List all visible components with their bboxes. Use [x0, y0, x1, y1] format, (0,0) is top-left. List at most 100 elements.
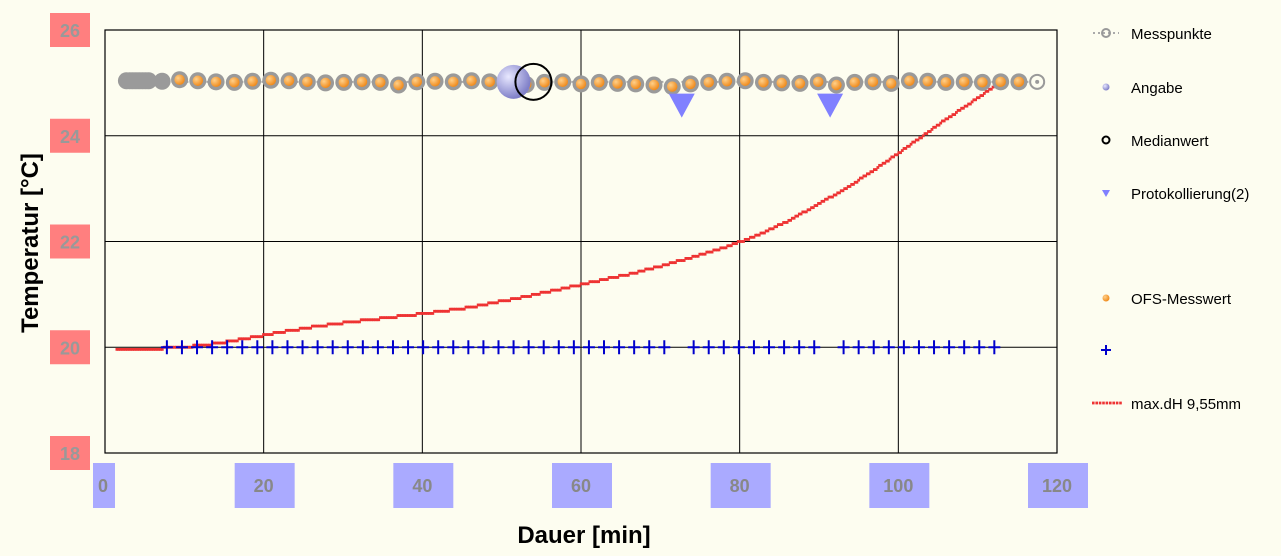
plus-point [538, 340, 550, 354]
plus-point [898, 340, 910, 354]
plus-point [417, 340, 429, 354]
x-tick-label: 80 [730, 476, 750, 496]
ofs-point [412, 77, 422, 87]
plus-point [492, 340, 504, 354]
ofs-point [631, 79, 641, 89]
ofs-point [904, 76, 914, 86]
legend-item: Protokollierung(2) [1102, 186, 1249, 203]
plus-point [973, 340, 985, 354]
legend-marker [1101, 345, 1111, 355]
plus-point [643, 340, 655, 354]
plus-point [251, 340, 263, 354]
legend-label: Protokollierung(2) [1131, 186, 1249, 203]
ofs-point [667, 81, 677, 91]
legend-marker-dot [1116, 402, 1119, 405]
ofs-point [649, 80, 659, 90]
plus-point [718, 340, 730, 354]
x-tick-label: 0 [98, 476, 108, 496]
legend-item [1101, 345, 1111, 355]
ofs-point [868, 77, 878, 87]
plus-point [868, 340, 880, 354]
legend-marker-dot [1102, 402, 1105, 405]
ofs-point [339, 77, 349, 87]
legend-label: OFS-Messwert [1131, 291, 1232, 308]
ofs-point [375, 77, 385, 87]
plus-point [523, 340, 535, 354]
plus-point [266, 340, 278, 354]
legend-marker-dot [1092, 402, 1095, 405]
protokoll-point [817, 94, 843, 118]
y-tick-label: 26 [60, 21, 80, 41]
ofs-point [850, 77, 860, 87]
plus-point [297, 340, 309, 354]
y-tick-label: 22 [60, 233, 80, 253]
ofs-point [922, 76, 932, 86]
plus-point [928, 340, 940, 354]
ofs-point [959, 77, 969, 87]
ofs-point [466, 76, 476, 86]
ofs-point [357, 77, 367, 87]
plus-point [236, 340, 248, 354]
plus-point [508, 340, 520, 354]
x-tick-label: 20 [254, 476, 274, 496]
plot-data [116, 64, 1045, 354]
legend-item: OFS-Messwert [1103, 291, 1232, 308]
ofs-point [612, 78, 622, 88]
ofs-point [941, 77, 951, 87]
plus-point [281, 340, 293, 354]
plus-point [628, 340, 640, 354]
plus-point [342, 340, 354, 354]
plus-point [748, 340, 760, 354]
x-tick-label: 60 [571, 476, 591, 496]
legend-marker [1103, 295, 1110, 302]
ofs-point [430, 76, 440, 86]
plus-point [853, 340, 865, 354]
x-tick-label: 100 [883, 476, 913, 496]
plus-point [943, 340, 955, 354]
ofs-point [977, 77, 987, 87]
protokoll-point [669, 94, 695, 118]
legend-label: max.dH 9,55mm [1131, 396, 1241, 413]
plus-point [402, 340, 414, 354]
plus-point [658, 340, 670, 354]
plus-point [988, 340, 1000, 354]
plus-point [432, 340, 444, 354]
plus-point [176, 340, 188, 354]
y-tick-label: 24 [60, 127, 80, 147]
ofs-point [685, 79, 695, 89]
legend-item: Medianwert [1103, 133, 1210, 150]
legend-label: Angabe [1131, 80, 1183, 97]
ofs-point [704, 77, 714, 87]
ofs-point [448, 77, 458, 87]
y-axis-title: Temperatur [°C] [17, 153, 44, 333]
plus-point [913, 340, 925, 354]
ofs-point [320, 78, 330, 88]
plus-point [613, 340, 625, 354]
grid [105, 30, 1057, 453]
legend-marker-dot [1119, 402, 1122, 405]
ofs-point [211, 77, 221, 87]
ofs-point [174, 75, 184, 85]
ofs-point [558, 77, 568, 87]
x-tick-label: 120 [1042, 476, 1072, 496]
ofs-point [266, 75, 276, 85]
ofs-point [576, 79, 586, 89]
legend-marker-dot [1109, 402, 1112, 405]
legend-marker [1102, 190, 1110, 197]
plus-point [703, 340, 715, 354]
plus-point [838, 340, 850, 354]
x-tick-label: 40 [412, 476, 432, 496]
plus-point [733, 340, 745, 354]
ofs-point [995, 77, 1005, 87]
legend-marker-dot [1095, 402, 1098, 405]
ofs-point [758, 77, 768, 87]
legend-item: Messpunkte [1093, 26, 1212, 43]
ofs-point [193, 76, 203, 86]
plus-point [583, 340, 595, 354]
legend-label: Messpunkte [1131, 26, 1212, 43]
legend-marker-dot [1112, 402, 1115, 405]
plus-point [568, 340, 580, 354]
ofs-point [485, 77, 495, 87]
y-tick-label: 20 [60, 338, 80, 358]
plus-point [357, 340, 369, 354]
